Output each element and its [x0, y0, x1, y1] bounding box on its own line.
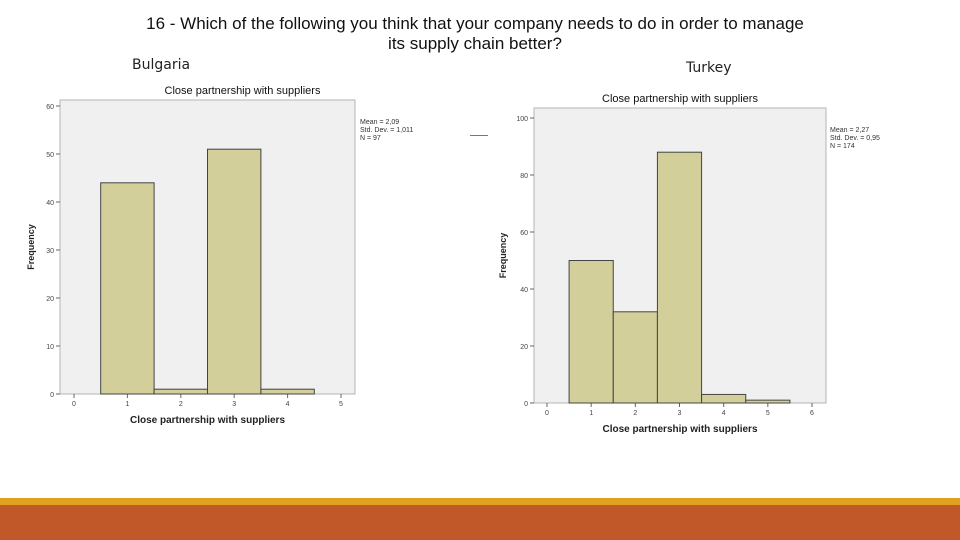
bar-1 [100, 182, 155, 395]
x-tick-label: 4 [286, 401, 290, 408]
y-tick-label: 20 [520, 344, 528, 351]
x-axis-label: Close partnership with suppliers [130, 415, 285, 426]
stats-line-2: Std. Dev. = 1,011 [360, 127, 413, 134]
y-axis-label: Frequency [26, 224, 36, 270]
bar-3 [207, 148, 262, 395]
y-tick-label: 20 [46, 296, 54, 303]
bar-4 [701, 393, 747, 404]
y-tick-label: 0 [524, 401, 528, 408]
region-label-turkey: Turkey [686, 60, 732, 76]
slide-title-line-2: its supply chain better? [388, 34, 562, 53]
x-tick-label: 0 [72, 401, 76, 408]
stats-line-3: N = 174 [830, 143, 855, 150]
stats-line-1: Mean = 2,27 [830, 127, 869, 134]
y-tick-label: 0 [50, 392, 54, 399]
y-tick-label: 60 [520, 230, 528, 237]
y-tick-label: 40 [46, 200, 54, 207]
chart-title: Close partnership with suppliers [165, 85, 321, 97]
x-tick-label: 4 [722, 410, 726, 417]
x-tick-label: 0 [545, 410, 549, 417]
x-tick-label: 6 [810, 410, 814, 417]
x-tick-label: 3 [678, 410, 682, 417]
footer-band [0, 505, 960, 540]
y-tick-label: 30 [46, 248, 54, 255]
bar-4 [260, 388, 315, 395]
x-tick-label: 1 [125, 401, 129, 408]
y-tick-label: 40 [520, 287, 528, 294]
footer-accent-stripe [0, 498, 960, 505]
y-tick-label: 80 [520, 173, 528, 180]
stats-line-2: Std. Dev. = 0,95 [830, 135, 880, 142]
stats-line-3: N = 97 [360, 135, 381, 142]
x-axis-label: Close partnership with suppliers [602, 424, 757, 435]
x-tick-label: 5 [339, 401, 343, 408]
slide-title: 16 - Which of the following you think th… [80, 14, 870, 54]
y-tick-label: 10 [46, 344, 54, 351]
x-tick-label: 2 [633, 410, 637, 417]
y-tick-label: 50 [46, 152, 54, 159]
x-tick-label: 1 [589, 410, 593, 417]
x-tick-label: 2 [179, 401, 183, 408]
bar-5 [745, 399, 791, 404]
region-label-bulgaria: Bulgaria [132, 57, 191, 73]
bar-3 [656, 151, 703, 404]
y-tick-label: 60 [46, 104, 54, 111]
chart-title: Close partnership with suppliers [602, 93, 758, 105]
y-tick-label: 100 [516, 116, 528, 123]
y-axis-label: Frequency [498, 233, 508, 279]
bar-1 [568, 260, 614, 404]
slide-title-line-1: 16 - Which of the following you think th… [146, 14, 804, 33]
x-tick-label: 5 [766, 410, 770, 417]
divider-line [470, 135, 488, 136]
stats-line-1: Mean = 2,09 [360, 119, 399, 126]
x-tick-label: 3 [232, 401, 236, 408]
bar-2 [612, 311, 658, 404]
